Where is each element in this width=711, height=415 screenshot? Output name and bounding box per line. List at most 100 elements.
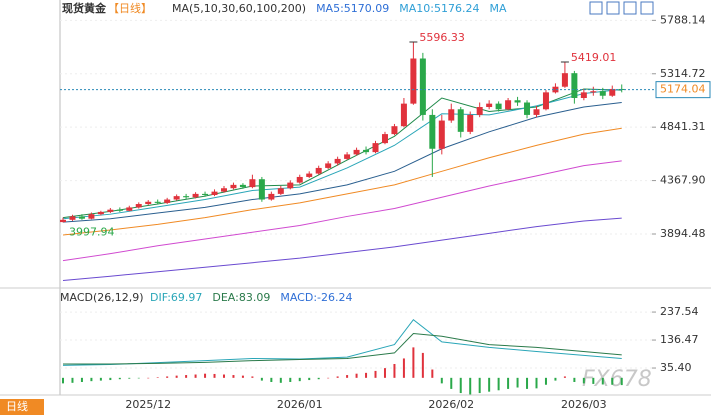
- macd-bar: [346, 375, 349, 378]
- macd-bar: [279, 377, 282, 383]
- candle-body: [457, 109, 464, 132]
- candle-body: [325, 163, 332, 168]
- macd-bar: [62, 377, 64, 384]
- candle-body: [552, 86, 559, 93]
- macd-bar: [156, 377, 159, 378]
- macd-bar: [431, 369, 434, 378]
- last-price-box: [655, 81, 711, 99]
- icon-button[interactable]: [589, 1, 603, 15]
- last-price-label: 5174.04: [660, 83, 706, 96]
- candle-body: [211, 191, 218, 196]
- candle-body: [192, 193, 199, 198]
- candle-body: [476, 107, 483, 115]
- candle-body: [202, 193, 209, 196]
- macd-bar: [611, 377, 614, 385]
- macd-bar: [99, 377, 102, 381]
- macd-bar: [241, 375, 244, 378]
- macd-bar: [185, 375, 188, 378]
- candle-body: [561, 73, 568, 87]
- macd-bar: [90, 377, 93, 382]
- candle-body: [287, 182, 294, 189]
- x-tick-label: 2026/02: [428, 398, 474, 411]
- macd-bar: [308, 377, 311, 381]
- instrument-title: 现货黄金: [62, 1, 107, 15]
- macd-bar: [573, 377, 576, 382]
- macd-bar: [222, 374, 225, 378]
- candle-body: [277, 188, 284, 194]
- candle-body: [334, 158, 341, 164]
- macd-bar: [71, 377, 74, 383]
- macd-bar: [166, 376, 169, 378]
- macd-bar: [270, 377, 273, 382]
- y-tick-label: 5314.72: [660, 67, 706, 80]
- candle-body: [372, 143, 379, 153]
- macd-bar: [327, 377, 330, 379]
- candle-body: [391, 126, 398, 135]
- candle-body: [344, 154, 351, 159]
- period-tag[interactable]: [0, 399, 44, 415]
- macd-bar: [393, 363, 396, 378]
- candle-body: [580, 92, 587, 98]
- macd-bar: [260, 377, 263, 381]
- macd-bar: [80, 377, 83, 382]
- macd-bar: [365, 372, 368, 378]
- candle-body: [486, 103, 493, 108]
- period-label[interactable]: 【日线】: [108, 1, 152, 15]
- macd-bar: [355, 373, 358, 378]
- macd-bar: [459, 377, 462, 394]
- candle-body: [363, 149, 370, 153]
- x-tick-label: 2025/12: [125, 398, 171, 411]
- candle-body: [495, 103, 502, 110]
- period-tag-label[interactable]: 日线: [6, 399, 28, 413]
- macd-bar: [251, 376, 254, 378]
- legend-entry: MA10:5176.24: [399, 2, 479, 15]
- macd-bar: [535, 377, 538, 389]
- legend-entry: MA: [490, 2, 507, 15]
- macd-bar: [109, 377, 112, 381]
- y-tick-label: 35.40: [660, 361, 692, 374]
- macd-bar: [175, 375, 178, 378]
- candle-body: [542, 92, 549, 110]
- legend-entry: MA(5,10,30,60,100,200): [172, 2, 306, 15]
- candle-body: [88, 214, 95, 219]
- low-annotation: 3997.94: [69, 225, 115, 238]
- candle-body: [183, 196, 190, 198]
- macd-bar: [497, 377, 500, 391]
- macd-bar: [478, 377, 481, 394]
- macd-bar: [563, 376, 566, 378]
- macd-bar: [317, 377, 320, 380]
- candle-body: [296, 176, 303, 183]
- icon-button[interactable]: [623, 1, 637, 15]
- macd-bar: [232, 375, 235, 378]
- legend-entry: DEA:83.09: [212, 291, 270, 304]
- candle-body: [116, 209, 123, 211]
- ma-line: [63, 333, 622, 365]
- ma-line: [62, 318, 622, 366]
- macd-bar: [137, 377, 140, 379]
- x-tick-label: 2026/03: [561, 398, 607, 411]
- macd-bar: [402, 358, 405, 378]
- candle-body: [173, 196, 180, 200]
- candle-body: [135, 204, 142, 208]
- candle-body: [60, 219, 66, 223]
- ma-line: [62, 127, 622, 236]
- candle-body: [400, 103, 407, 127]
- high-annotation: 5419.01: [571, 51, 617, 64]
- candle-body: [571, 73, 578, 98]
- candle-body: [505, 100, 512, 110]
- macd-bar: [204, 373, 207, 378]
- macd-bar: [469, 377, 472, 395]
- high-annotation: 5596.33: [419, 31, 465, 44]
- candle-body: [429, 114, 436, 149]
- ma-line: [62, 217, 622, 282]
- candle-body: [609, 88, 616, 96]
- candle-body: [145, 201, 152, 205]
- icon-button[interactable]: [606, 1, 620, 15]
- macd-bar: [336, 376, 339, 378]
- icon-button[interactable]: [640, 1, 654, 15]
- candle-body: [410, 58, 417, 104]
- ma-line: [62, 160, 622, 262]
- macd-bar: [374, 370, 377, 378]
